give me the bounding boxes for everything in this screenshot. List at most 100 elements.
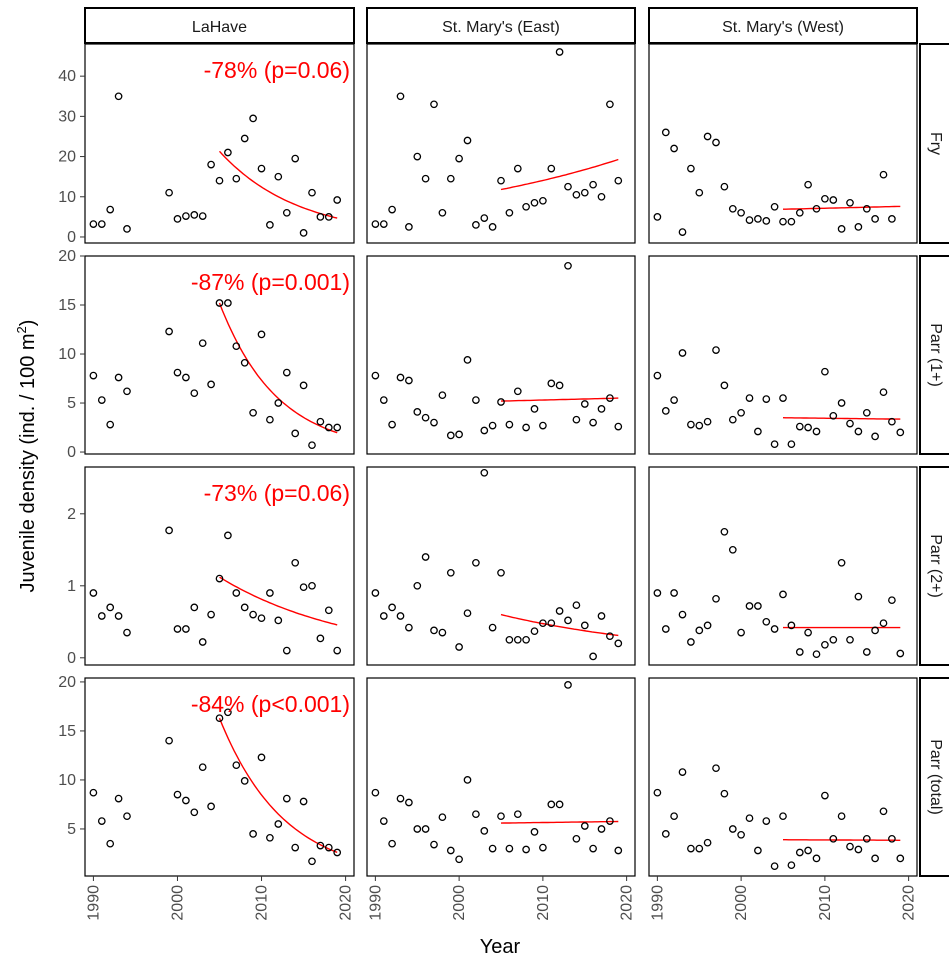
data-point	[291, 429, 300, 438]
data-point	[299, 381, 308, 390]
data-point	[812, 650, 821, 659]
data-point	[497, 398, 505, 406]
data-point	[488, 623, 497, 632]
data-point	[413, 408, 422, 416]
data-point	[804, 423, 812, 432]
data-point	[513, 387, 522, 396]
data-point	[879, 388, 888, 397]
data-point	[745, 394, 754, 402]
data-point	[703, 838, 712, 847]
data-point	[463, 356, 472, 364]
panel-st-mary-s-west-parr-2	[648, 466, 918, 666]
data-point	[754, 602, 762, 610]
data-point	[165, 327, 173, 336]
data-point	[316, 213, 325, 221]
data-point	[812, 854, 821, 863]
data-point	[896, 649, 905, 658]
data-point	[829, 834, 838, 843]
data-point	[282, 794, 291, 803]
trend-line	[500, 158, 619, 191]
data-point	[165, 188, 173, 197]
data-point	[89, 788, 98, 797]
data-point	[497, 568, 505, 577]
data-point	[207, 380, 215, 389]
column-label-st-mary-s-west: St. Mary's (West)	[722, 19, 844, 36]
data-point	[455, 643, 463, 651]
panel-border	[648, 43, 918, 244]
x-tick-label: 2010	[817, 885, 834, 921]
data-point	[505, 208, 514, 217]
trend-line	[500, 613, 619, 637]
data-point	[413, 581, 422, 590]
data-point	[854, 223, 863, 231]
data-point	[572, 601, 581, 610]
data-point	[207, 160, 215, 169]
data-point	[446, 846, 455, 855]
data-point	[754, 427, 762, 436]
data-point	[754, 215, 762, 223]
data-point	[379, 220, 388, 228]
data-point	[123, 628, 131, 637]
data-point	[190, 808, 199, 817]
data-point	[97, 817, 106, 825]
data-point	[862, 408, 871, 417]
change-annotation: -78% (p=0.06)	[204, 57, 350, 83]
data-point	[421, 825, 430, 833]
data-point	[530, 198, 539, 207]
data-point	[564, 182, 572, 191]
trend-line	[218, 150, 338, 219]
data-point	[555, 800, 564, 809]
y-tick-label: 5	[67, 395, 76, 412]
data-point	[291, 154, 300, 163]
data-point	[888, 834, 896, 843]
data-point	[396, 92, 405, 101]
data-point	[333, 848, 342, 857]
data-point	[455, 154, 463, 163]
data-point	[854, 845, 863, 854]
data-point	[695, 844, 704, 853]
data-point	[653, 788, 662, 797]
data-point	[572, 834, 581, 843]
data-point	[888, 215, 896, 223]
data-point	[249, 830, 257, 838]
data-point	[405, 798, 413, 807]
data-point	[421, 413, 430, 422]
data-point	[224, 531, 232, 540]
data-point	[754, 846, 762, 855]
data-point	[661, 830, 670, 838]
data-point	[888, 417, 896, 426]
data-point	[421, 174, 430, 183]
data-point	[712, 138, 720, 147]
data-point	[266, 221, 274, 229]
data-point	[291, 558, 300, 567]
data-point	[371, 371, 380, 380]
data-point	[114, 92, 123, 101]
y-tick-label: 5	[67, 821, 76, 838]
y-tick-label: 0	[67, 229, 76, 246]
panel-st-mary-s-east-parr-1	[366, 255, 636, 455]
data-point	[737, 208, 745, 217]
data-point	[728, 204, 737, 213]
data-point	[333, 196, 342, 204]
data-point	[430, 100, 438, 109]
data-point	[661, 407, 670, 415]
data-point	[522, 202, 530, 211]
y-tick-label: 10	[58, 189, 76, 206]
data-point	[614, 422, 623, 431]
data-point	[606, 100, 614, 109]
data-point	[589, 844, 597, 853]
data-point	[555, 48, 564, 56]
data-point	[687, 420, 695, 429]
data-point	[678, 349, 687, 357]
data-point	[480, 827, 489, 835]
data-point	[555, 381, 564, 390]
x-tick-label: 2010	[535, 885, 552, 921]
data-point	[215, 299, 224, 307]
data-point	[249, 610, 257, 619]
data-point	[539, 196, 547, 205]
y-tick-label: 20	[58, 248, 76, 265]
data-point	[488, 223, 497, 231]
data-point	[762, 217, 771, 225]
data-point	[862, 648, 871, 656]
data-point	[871, 626, 879, 635]
